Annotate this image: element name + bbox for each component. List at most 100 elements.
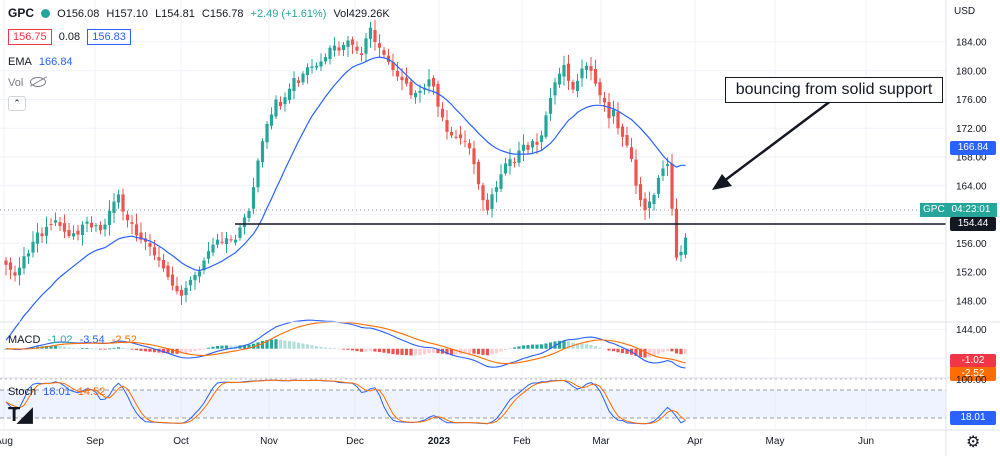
macd-label[interactable]: MACD: [8, 334, 41, 346]
macd-hist-bar: [575, 343, 580, 349]
candle-body: [562, 65, 566, 77]
macd-hist-bar: [305, 344, 310, 349]
macd-hist-bar: [193, 348, 197, 352]
candle-body: [490, 194, 494, 209]
macd-hist-bar: [337, 348, 341, 350]
macd-hist-bar: [76, 348, 80, 350]
candle-body: [463, 140, 467, 142]
time-tick-label: Apr: [687, 436, 703, 447]
settings-gear-icon[interactable]: ⚙: [966, 434, 981, 451]
candle-body: [157, 257, 161, 261]
time-tick-label: Nov: [260, 436, 278, 447]
macd-hist-bar: [544, 343, 548, 349]
candle-body: [616, 111, 620, 129]
macd-value-3: -2.52: [111, 334, 137, 346]
bid-price[interactable]: 156.75: [8, 29, 52, 45]
candle-body: [152, 247, 157, 256]
hidden-eye-icon[interactable]: [30, 77, 47, 87]
candle-body: [476, 161, 481, 185]
candle-body: [49, 224, 53, 226]
macd-hist-bar: [242, 345, 247, 349]
ema-price-tag: 166.84: [950, 141, 996, 155]
currency-label[interactable]: USD: [954, 6, 976, 17]
candle-body: [373, 29, 377, 42]
ema-label[interactable]: EMA: [8, 56, 32, 68]
macd-hist-bar: [301, 343, 305, 349]
macd-hist-bar: [472, 348, 476, 354]
candle-body: [193, 274, 197, 281]
candle-body: [211, 244, 215, 253]
macd-hist-bar: [107, 348, 112, 350]
macd-hist-bar: [557, 340, 562, 349]
candle-body: [589, 66, 593, 71]
candle-body: [472, 148, 476, 165]
candle-body: [184, 287, 188, 296]
macd-hist-bar: [526, 345, 530, 349]
legend-row-vol: Vol: [8, 77, 50, 89]
chart-grid: [0, 0, 946, 430]
candle-body: [638, 184, 643, 201]
annotation-callout[interactable]: bouncing from solid support: [725, 77, 943, 103]
price-tick-label: 144.00: [956, 325, 987, 336]
ema-line: [5, 56, 686, 341]
macd-hist-bar: [233, 345, 238, 349]
macd-hist-bar: [220, 345, 224, 349]
candle-body: [557, 73, 562, 85]
candle-body: [481, 185, 485, 201]
candle-body: [440, 108, 445, 118]
candle-body: [395, 70, 400, 77]
macd-hist-bar: [499, 348, 503, 352]
candle-body: [656, 177, 661, 194]
price-tick-label: 172.00: [956, 124, 987, 135]
stoch-band: [0, 390, 946, 418]
macd-hist-bar: [188, 348, 193, 353]
legend-row-ohlc: GPC O156.08 H157.10 L154.81 C156.78 +2.4…: [8, 6, 394, 20]
macd-hist-bar: [71, 347, 76, 349]
macd-hist-bar: [166, 348, 170, 354]
macd-hist-bar: [589, 344, 593, 349]
macd-hist-bar: [274, 339, 278, 349]
candle-body: [179, 289, 184, 296]
vol-label[interactable]: Vol: [8, 77, 24, 89]
candle-body: [197, 271, 202, 277]
candle-body: [566, 63, 571, 81]
chevron-up-icon[interactable]: ⌃: [8, 96, 26, 111]
macd-hist-bar: [265, 340, 269, 349]
stoch-label[interactable]: Stoch: [8, 386, 37, 398]
macd-hist-bar: [278, 339, 283, 349]
macd-hist-bar: [634, 348, 638, 356]
macd-tag-1: -1.02: [950, 354, 996, 368]
candle-body: [323, 57, 328, 62]
macd-hist-bar: [355, 348, 359, 352]
symbol-label[interactable]: GPC: [8, 6, 35, 20]
change-value: +2.49 (+1.61%): [250, 8, 327, 20]
macd-hist-bar: [566, 341, 571, 349]
macd-hist-bar: [161, 348, 166, 353]
tradingview-logo-icon: T◢: [8, 404, 33, 426]
candle-body: [161, 260, 166, 269]
macd-hist-bar: [449, 348, 454, 355]
candle-body: [314, 65, 319, 68]
macd-hist-bar: [148, 348, 152, 352]
candle-body: [512, 161, 517, 163]
candle-body: [427, 79, 431, 87]
macd-hist-bar: [391, 348, 395, 355]
macd-value-1: -1.02: [47, 334, 73, 346]
price-tick-label: 168.00: [956, 153, 987, 164]
macd-hist-bar: [373, 348, 377, 352]
macd-hist-bar: [152, 348, 157, 353]
ask-price[interactable]: 156.83: [87, 29, 131, 45]
price-tick-label: 148.00: [956, 296, 987, 307]
candle-body: [260, 141, 265, 163]
macd-hist-bar: [494, 348, 499, 354]
candle-body: [170, 274, 175, 286]
candle-body: [607, 101, 611, 119]
time-tick-label: Oct: [173, 436, 189, 447]
time-axis: Aug Sep Oct Nov Dec 2023 Feb Mar Apr May Jun: [0, 436, 874, 447]
candle-body: [103, 224, 107, 230]
macd-hist-bar: [661, 348, 665, 353]
candle-body: [17, 267, 22, 276]
candle-body: [328, 47, 332, 59]
candle-body: [31, 241, 35, 253]
